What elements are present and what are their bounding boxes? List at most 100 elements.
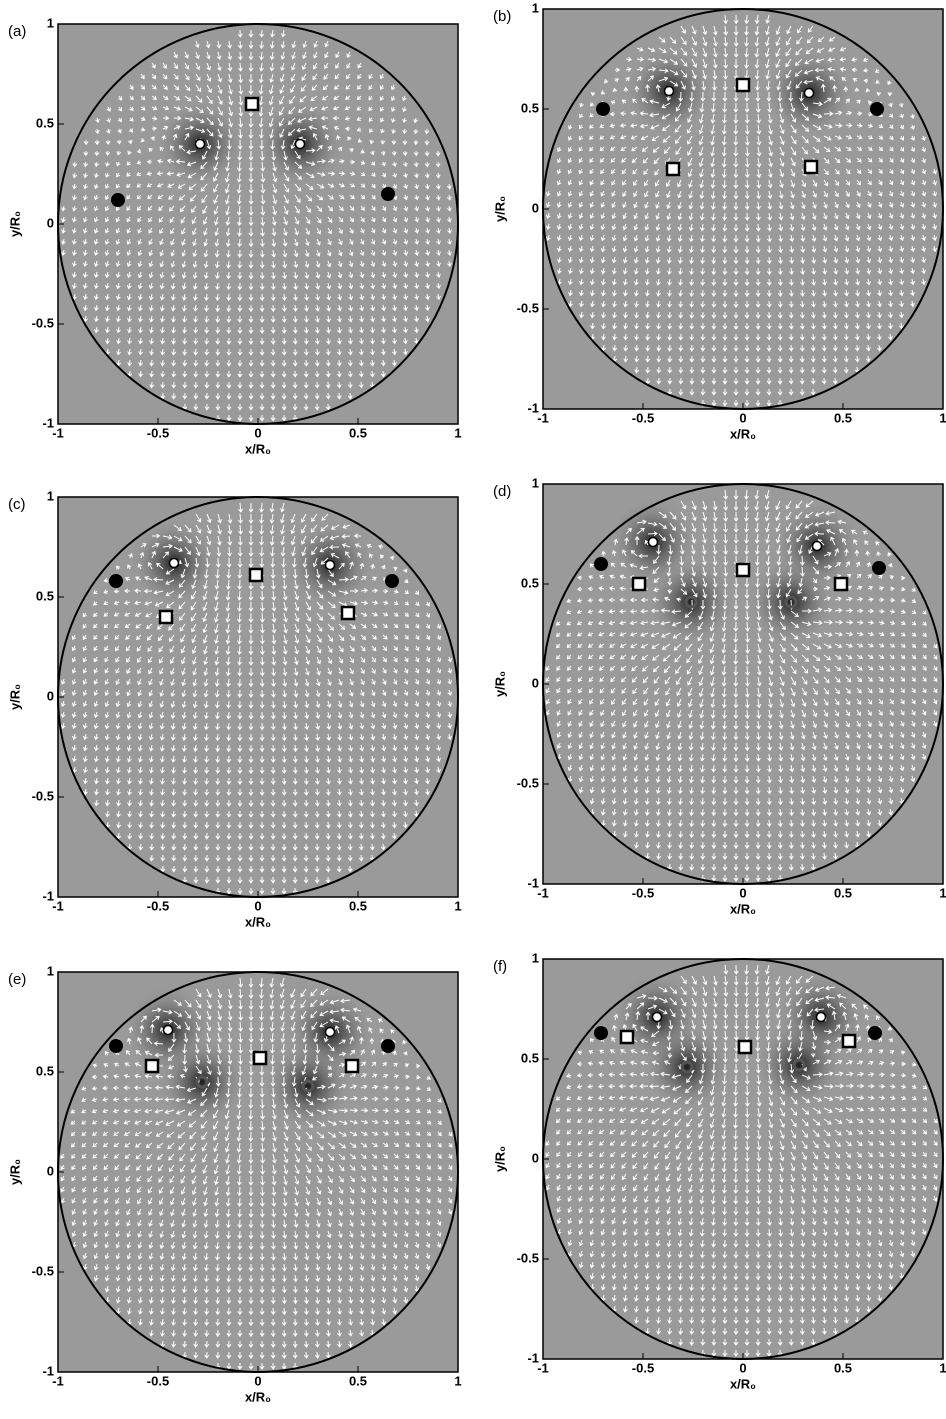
y-tick-label: 1 <box>532 950 539 965</box>
x-axis-label: x/R₀ <box>245 914 271 929</box>
marker <box>813 542 822 551</box>
y-tick-label: 0 <box>47 688 54 703</box>
marker <box>653 1013 662 1022</box>
x-tick-label: 0.5 <box>349 1373 367 1388</box>
y-axis-label: y/R₀ <box>492 196 507 222</box>
x-tick-label: 1 <box>454 425 461 440</box>
panel-label: (c) <box>8 496 26 513</box>
x-axis-label: x/R₀ <box>245 441 271 456</box>
y-tick-label: -1 <box>42 1363 54 1378</box>
marker <box>870 102 884 116</box>
x-axis-label: x/R₀ <box>245 1389 271 1404</box>
y-tick-label: 0.5 <box>36 1063 54 1078</box>
y-axis-label: y/R₀ <box>492 671 507 697</box>
figure: -1 -0.5 0 0.5 1 -1 -0.5 0 0.5 1 (a) x/R₀ y/R₀ -1 -0.5 0… <box>0 0 946 1419</box>
marker <box>737 564 749 576</box>
y-tick-label: -0.5 <box>517 775 539 790</box>
x-tick-label: 0 <box>739 410 746 425</box>
panel-label: (d) <box>493 483 511 500</box>
x-tick-label: -0.5 <box>147 898 169 913</box>
y-tick-label: -0.5 <box>32 1263 54 1278</box>
marker <box>805 89 814 98</box>
x-tick-label: -0.5 <box>147 1373 169 1388</box>
y-tick-label: 0 <box>532 675 539 690</box>
marker <box>109 1039 123 1053</box>
x-axis-label: x/R₀ <box>730 1376 756 1391</box>
marker <box>633 578 645 590</box>
x-tick-label: 1 <box>939 410 946 425</box>
marker <box>160 611 172 623</box>
y-tick-label: 0.5 <box>521 575 539 590</box>
marker <box>737 79 749 91</box>
x-tick-label: 0 <box>254 1373 261 1388</box>
x-tick-label: -0.5 <box>632 885 654 900</box>
marker <box>246 98 258 110</box>
x-tick-label: 0 <box>739 885 746 900</box>
vortex-shade <box>754 1020 844 1110</box>
marker <box>649 538 658 547</box>
marker <box>170 559 179 568</box>
marker <box>326 1028 335 1037</box>
marker <box>109 574 123 588</box>
marker <box>385 574 399 588</box>
marker <box>596 102 610 116</box>
x-tick-label: -0.5 <box>147 425 169 440</box>
y-tick-label: 0 <box>532 200 539 215</box>
y-tick-label: -1 <box>527 1350 539 1365</box>
y-axis-label: y/R₀ <box>7 684 22 710</box>
y-tick-label: 0 <box>532 1150 539 1165</box>
x-tick-label: 0.5 <box>834 410 852 425</box>
y-tick-label: 0.5 <box>36 588 54 603</box>
y-axis-label: y/R₀ <box>7 211 22 237</box>
marker <box>621 1031 633 1043</box>
marker <box>342 607 354 619</box>
y-tick-label: -0.5 <box>517 1250 539 1265</box>
x-tick-label: -0.5 <box>632 1360 654 1375</box>
y-tick-label: 1 <box>532 475 539 490</box>
marker <box>739 1041 751 1053</box>
x-tick-label: 1 <box>454 1373 461 1388</box>
y-axis-label: y/R₀ <box>492 1146 507 1172</box>
marker <box>665 87 674 96</box>
y-tick-label: -0.5 <box>517 300 539 315</box>
marker <box>164 1026 173 1035</box>
marker <box>250 569 262 581</box>
marker <box>326 561 335 570</box>
x-tick-label: 0.5 <box>834 1360 852 1375</box>
y-tick-label: -0.5 <box>32 315 54 330</box>
panel: -1-0.500.51-1-0.500.51(f)x/R₀y/R₀ <box>492 950 946 1391</box>
x-axis-label: x/R₀ <box>730 901 756 916</box>
y-tick-label: -1 <box>42 415 54 430</box>
marker <box>381 1039 395 1053</box>
x-tick-label: 1 <box>939 885 946 900</box>
marker <box>146 1060 158 1072</box>
x-tick-label: 0.5 <box>834 885 852 900</box>
marker <box>835 578 847 590</box>
y-tick-label: 1 <box>47 15 54 30</box>
y-tick-label: 0.5 <box>36 115 54 130</box>
panel-label: (a) <box>8 23 26 40</box>
panel-label: (e) <box>8 971 26 988</box>
marker <box>381 187 395 201</box>
y-tick-label: 0.5 <box>521 1050 539 1065</box>
y-tick-label: 1 <box>47 488 54 503</box>
marker <box>254 1052 266 1064</box>
y-tick-label: 0.5 <box>521 100 539 115</box>
panel-label: (b) <box>493 8 511 25</box>
marker <box>111 193 125 207</box>
x-tick-label: 0.5 <box>349 425 367 440</box>
y-tick-label: -0.5 <box>32 788 54 803</box>
y-tick-label: -1 <box>527 400 539 415</box>
marker <box>872 561 886 575</box>
y-tick-label: 1 <box>532 0 539 15</box>
x-tick-label: 0.5 <box>349 898 367 913</box>
marker <box>843 1035 855 1047</box>
x-axis-label: x/R₀ <box>730 426 756 441</box>
panel-label: (f) <box>493 958 507 975</box>
marker <box>346 1060 358 1072</box>
x-tick-label: 1 <box>454 898 461 913</box>
